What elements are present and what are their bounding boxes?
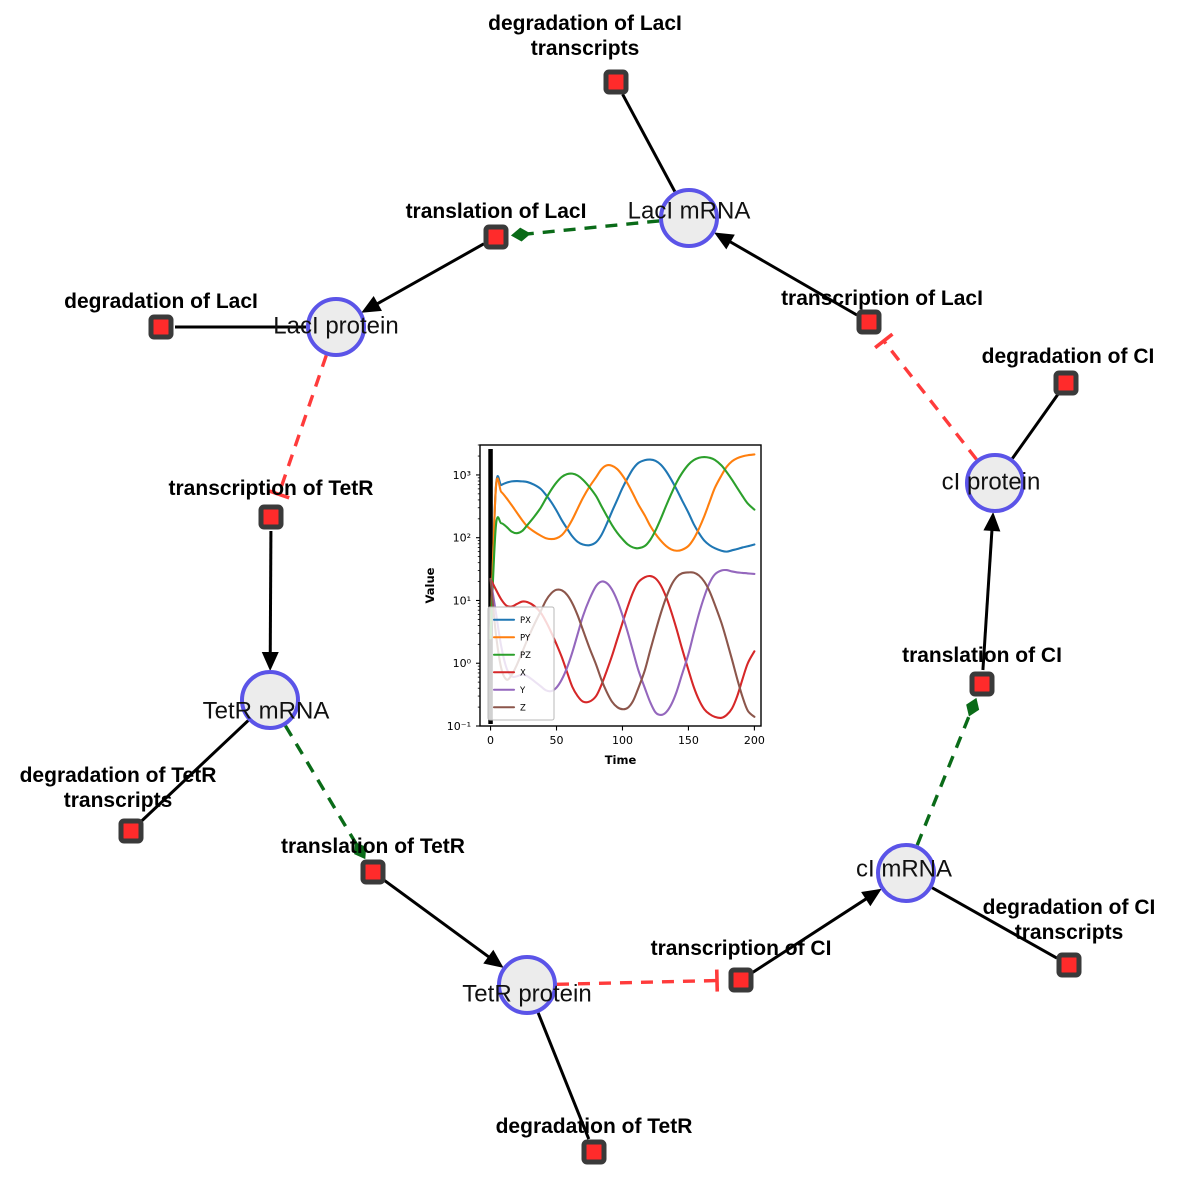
- legend-label: PZ: [520, 651, 531, 661]
- species-node-laci_mrna[interactable]: LacI mRNA: [628, 188, 751, 248]
- edge-inhibition: [556, 969, 720, 992]
- species-node-laci_protein[interactable]: LacI protein: [273, 297, 399, 357]
- species-label: cI mRNA: [856, 855, 952, 882]
- process-node-transcription_tetr[interactable]: transcription of TetR: [169, 477, 374, 530]
- species-label: LacI protein: [273, 312, 398, 339]
- edge-plain: [536, 1012, 591, 1140]
- process-label: translation of LacI: [406, 200, 587, 223]
- x-tick-label: 0: [487, 734, 494, 747]
- y-tick-label: 10⁰: [453, 657, 472, 670]
- inset-timeseries-chart: 10⁻¹ 10⁰ 10¹ 10² 10³ 0 50 100 150 200 Time Value PX P…: [412, 435, 771, 778]
- edge-production: [361, 242, 485, 313]
- legend-label: PX: [520, 616, 531, 626]
- y-tick-label: 10³: [453, 469, 471, 482]
- process-label: transcripts: [531, 37, 640, 60]
- edge-catalysis: [510, 219, 660, 242]
- x-tick-label: 150: [678, 734, 699, 747]
- x-tick-label: 50: [550, 734, 564, 747]
- process-node-translation_tetr[interactable]: translation of TetR: [281, 835, 465, 885]
- edge-catalysis: [283, 724, 367, 860]
- chart-series-PX: [489, 458, 756, 640]
- chart-series-X: [489, 574, 756, 719]
- process-label: degradation of LacI: [488, 12, 682, 35]
- process-node-transcription_laci[interactable]: transcription of LacI: [781, 287, 983, 335]
- process-node-translation_ci[interactable]: translation of CI: [902, 644, 1062, 697]
- y-tick-label: 10¹: [453, 594, 471, 607]
- species-label: TetR mRNA: [203, 697, 330, 724]
- process-label: degradation of CI: [982, 345, 1155, 368]
- y-tick-label: 10⁻¹: [447, 720, 471, 733]
- x-tick-label: 100: [612, 734, 633, 747]
- x-tick-label: 200: [744, 734, 765, 747]
- edge-production: [751, 888, 882, 974]
- legend-label: Y: [519, 686, 526, 696]
- process-label: transcription of TetR: [169, 477, 374, 500]
- edge-plain: [931, 886, 1058, 960]
- edge-inhibition: [874, 332, 978, 461]
- process-label: transcripts: [64, 789, 173, 812]
- process-label: translation of TetR: [281, 835, 465, 858]
- process-label: degradation of CI: [983, 896, 1156, 919]
- species-node-ci_mrna[interactable]: cI mRNA: [856, 843, 952, 903]
- edge-catalysis: [915, 697, 980, 846]
- species-label: TetR protein: [462, 980, 591, 1007]
- process-node-transcription_ci[interactable]: transcription of CI: [651, 937, 832, 993]
- edge-plain: [140, 719, 250, 823]
- chart-legend: PX PY PZ XYZ: [487, 606, 555, 721]
- species-node-ci_protein[interactable]: cI protein: [942, 453, 1041, 513]
- process-label: translation of CI: [902, 644, 1062, 667]
- process-label: degradation of LacI: [64, 290, 258, 313]
- legend-label: X: [520, 668, 526, 678]
- process-label: transcripts: [1015, 921, 1124, 944]
- process-node-translation_laci[interactable]: translation of LacI: [406, 200, 587, 250]
- edge-plain: [1011, 393, 1060, 460]
- legend-label: PY: [520, 633, 531, 643]
- process-label: transcription of LacI: [781, 287, 983, 310]
- species-label: cI protein: [942, 468, 1041, 495]
- process-label: degradation of TetR: [20, 764, 217, 787]
- edge-production: [981, 511, 1001, 671]
- x-axis-title: Time: [605, 753, 637, 767]
- process-node-deg_laci[interactable]: degradation of LacI: [64, 290, 258, 340]
- process-label: degradation of TetR: [496, 1115, 693, 1138]
- legend-label: Z: [520, 703, 526, 713]
- y-tick-label: 10²: [453, 532, 471, 545]
- edge-production: [714, 232, 858, 317]
- process-node-deg_ci[interactable]: degradation of CI: [982, 345, 1155, 396]
- edge-inhibition: [267, 354, 328, 500]
- process-label: transcription of CI: [651, 937, 832, 960]
- chart-series-PY: [489, 453, 756, 640]
- chart-series-PZ: [489, 455, 756, 640]
- process-node-deg_tetr[interactable]: degradation of TetR: [496, 1115, 693, 1165]
- y-axis-title: Value: [423, 567, 437, 603]
- edge-production: [261, 530, 279, 672]
- species-node-tetr_mrna[interactable]: TetR mRNA: [203, 670, 330, 730]
- species-node-tetr_protein[interactable]: TetR protein: [462, 955, 592, 1015]
- species-label: LacI mRNA: [628, 197, 751, 224]
- edge-plain: [621, 93, 677, 193]
- edge-production: [383, 879, 504, 968]
